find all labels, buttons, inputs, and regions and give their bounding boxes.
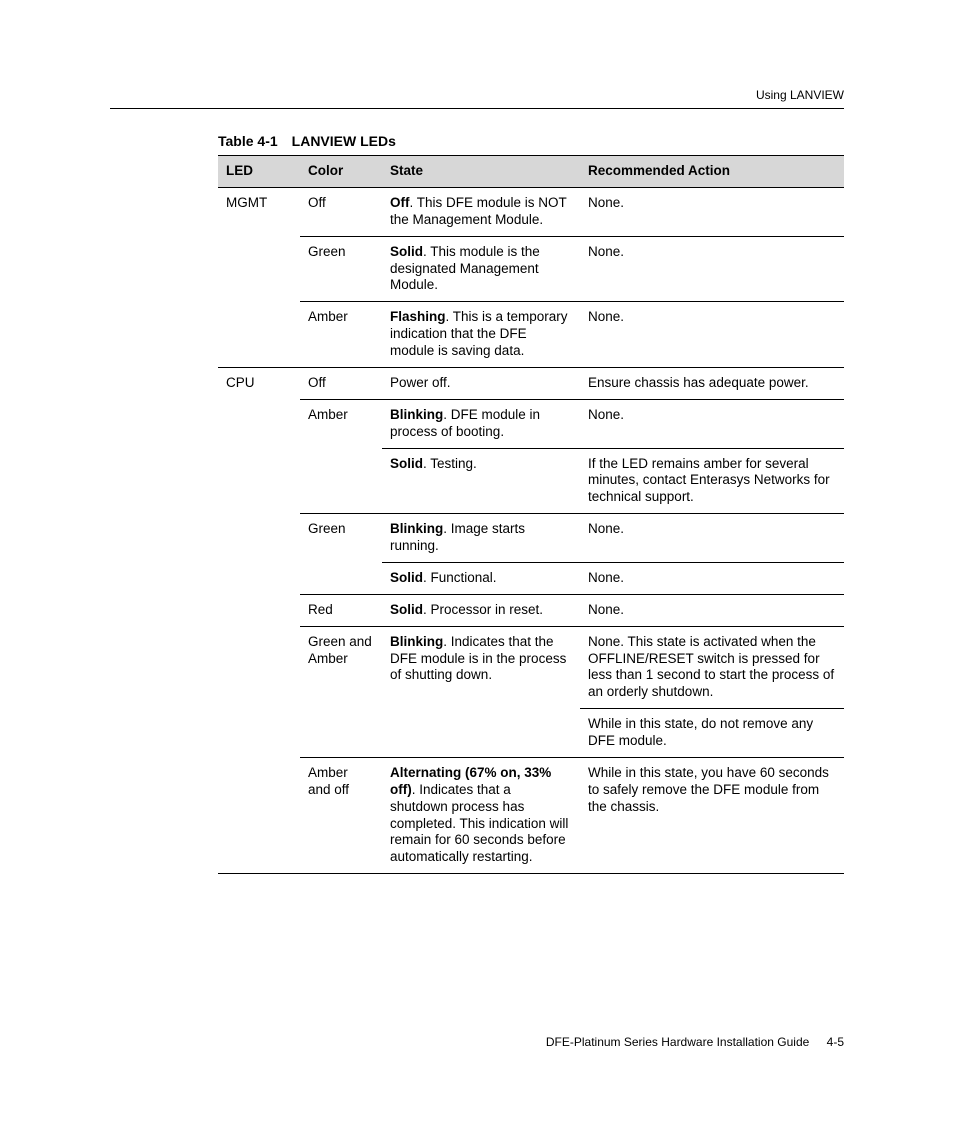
cell-state: Blinking. Indicates that the DFE module … [382, 626, 580, 709]
table-row: Green Blinking. Image starts running. No… [218, 514, 844, 563]
cell-color: Amber and off [300, 757, 382, 873]
table-row: Amber Flashing. This is a temporary indi… [218, 302, 844, 368]
cell-state: Off. This DFE module is NOT the Manageme… [382, 187, 580, 236]
th-led: LED [218, 156, 300, 188]
cell-led: CPU [218, 367, 300, 399]
cell-state: Solid. This module is the designated Man… [382, 236, 580, 302]
table-row: Green and Amber Blinking. Indicates that… [218, 626, 844, 709]
th-color: Color [300, 156, 382, 188]
cell-action: While in this state, you have 60 seconds… [580, 757, 844, 873]
table-title: LANVIEW LEDs [292, 133, 396, 149]
table-row: While in this state, do not remove any D… [218, 709, 844, 758]
table-row: Green Solid. This module is the designat… [218, 236, 844, 302]
cell-action: None. [580, 187, 844, 236]
table-row: Red Solid. Processor in reset. None. [218, 594, 844, 626]
table-header-row: LED Color State Recommended Action [218, 156, 844, 188]
cell-state: Blinking. DFE module in process of booti… [382, 399, 580, 448]
cell-state: Blinking. Image starts running. [382, 514, 580, 563]
th-state: State [382, 156, 580, 188]
cell-action: None. [580, 236, 844, 302]
cell-action: None. [580, 514, 844, 563]
running-head: Using LANVIEW [110, 88, 844, 109]
cell-color: Green [300, 236, 382, 302]
page-footer: DFE-Platinum Series Hardware Installatio… [546, 1035, 844, 1049]
table-number: Table 4-1 [218, 133, 278, 149]
cell-action: None. [580, 302, 844, 368]
cell-color: Off [300, 367, 382, 399]
footer-page-number: 4-5 [827, 1035, 844, 1049]
table-row: Solid. Functional. None. [218, 562, 844, 594]
table-row: Amber and off Alternating (67% on, 33% o… [218, 757, 844, 873]
table-row: Amber Blinking. DFE module in process of… [218, 399, 844, 448]
cell-action: None. This state is activated when the O… [580, 626, 844, 709]
lanview-led-table: LED Color State Recommended Action MGMT … [218, 155, 844, 874]
cell-action: None. [580, 562, 844, 594]
cell-state: Flashing. This is a temporary indication… [382, 302, 580, 368]
table-caption: Table 4-1 LANVIEW LEDs [218, 133, 844, 149]
cell-action: If the LED remains amber for several min… [580, 448, 844, 514]
cell-color: Green [300, 514, 382, 563]
cell-state: Alternating (67% on, 33% off). Indicates… [382, 757, 580, 873]
cell-color: Amber [300, 302, 382, 368]
cell-action: Ensure chassis has adequate power. [580, 367, 844, 399]
cell-color: Off [300, 187, 382, 236]
cell-color: Red [300, 594, 382, 626]
footer-title: DFE-Platinum Series Hardware Installatio… [546, 1035, 809, 1049]
th-action: Recommended Action [580, 156, 844, 188]
cell-action: None. [580, 594, 844, 626]
cell-action: None. [580, 399, 844, 448]
table-row: Solid. Testing. If the LED remains amber… [218, 448, 844, 514]
table-row: CPU Off Power off. Ensure chassis has ad… [218, 367, 844, 399]
cell-led: MGMT [218, 187, 300, 236]
cell-state: Power off. [382, 367, 580, 399]
cell-state: Solid. Testing. [382, 448, 580, 514]
cell-color: Amber [300, 399, 382, 448]
table-row: MGMT Off Off. This DFE module is NOT the… [218, 187, 844, 236]
cell-color: Green and Amber [300, 626, 382, 709]
cell-state: Solid. Functional. [382, 562, 580, 594]
cell-state: Solid. Processor in reset. [382, 594, 580, 626]
cell-action: While in this state, do not remove any D… [580, 709, 844, 758]
